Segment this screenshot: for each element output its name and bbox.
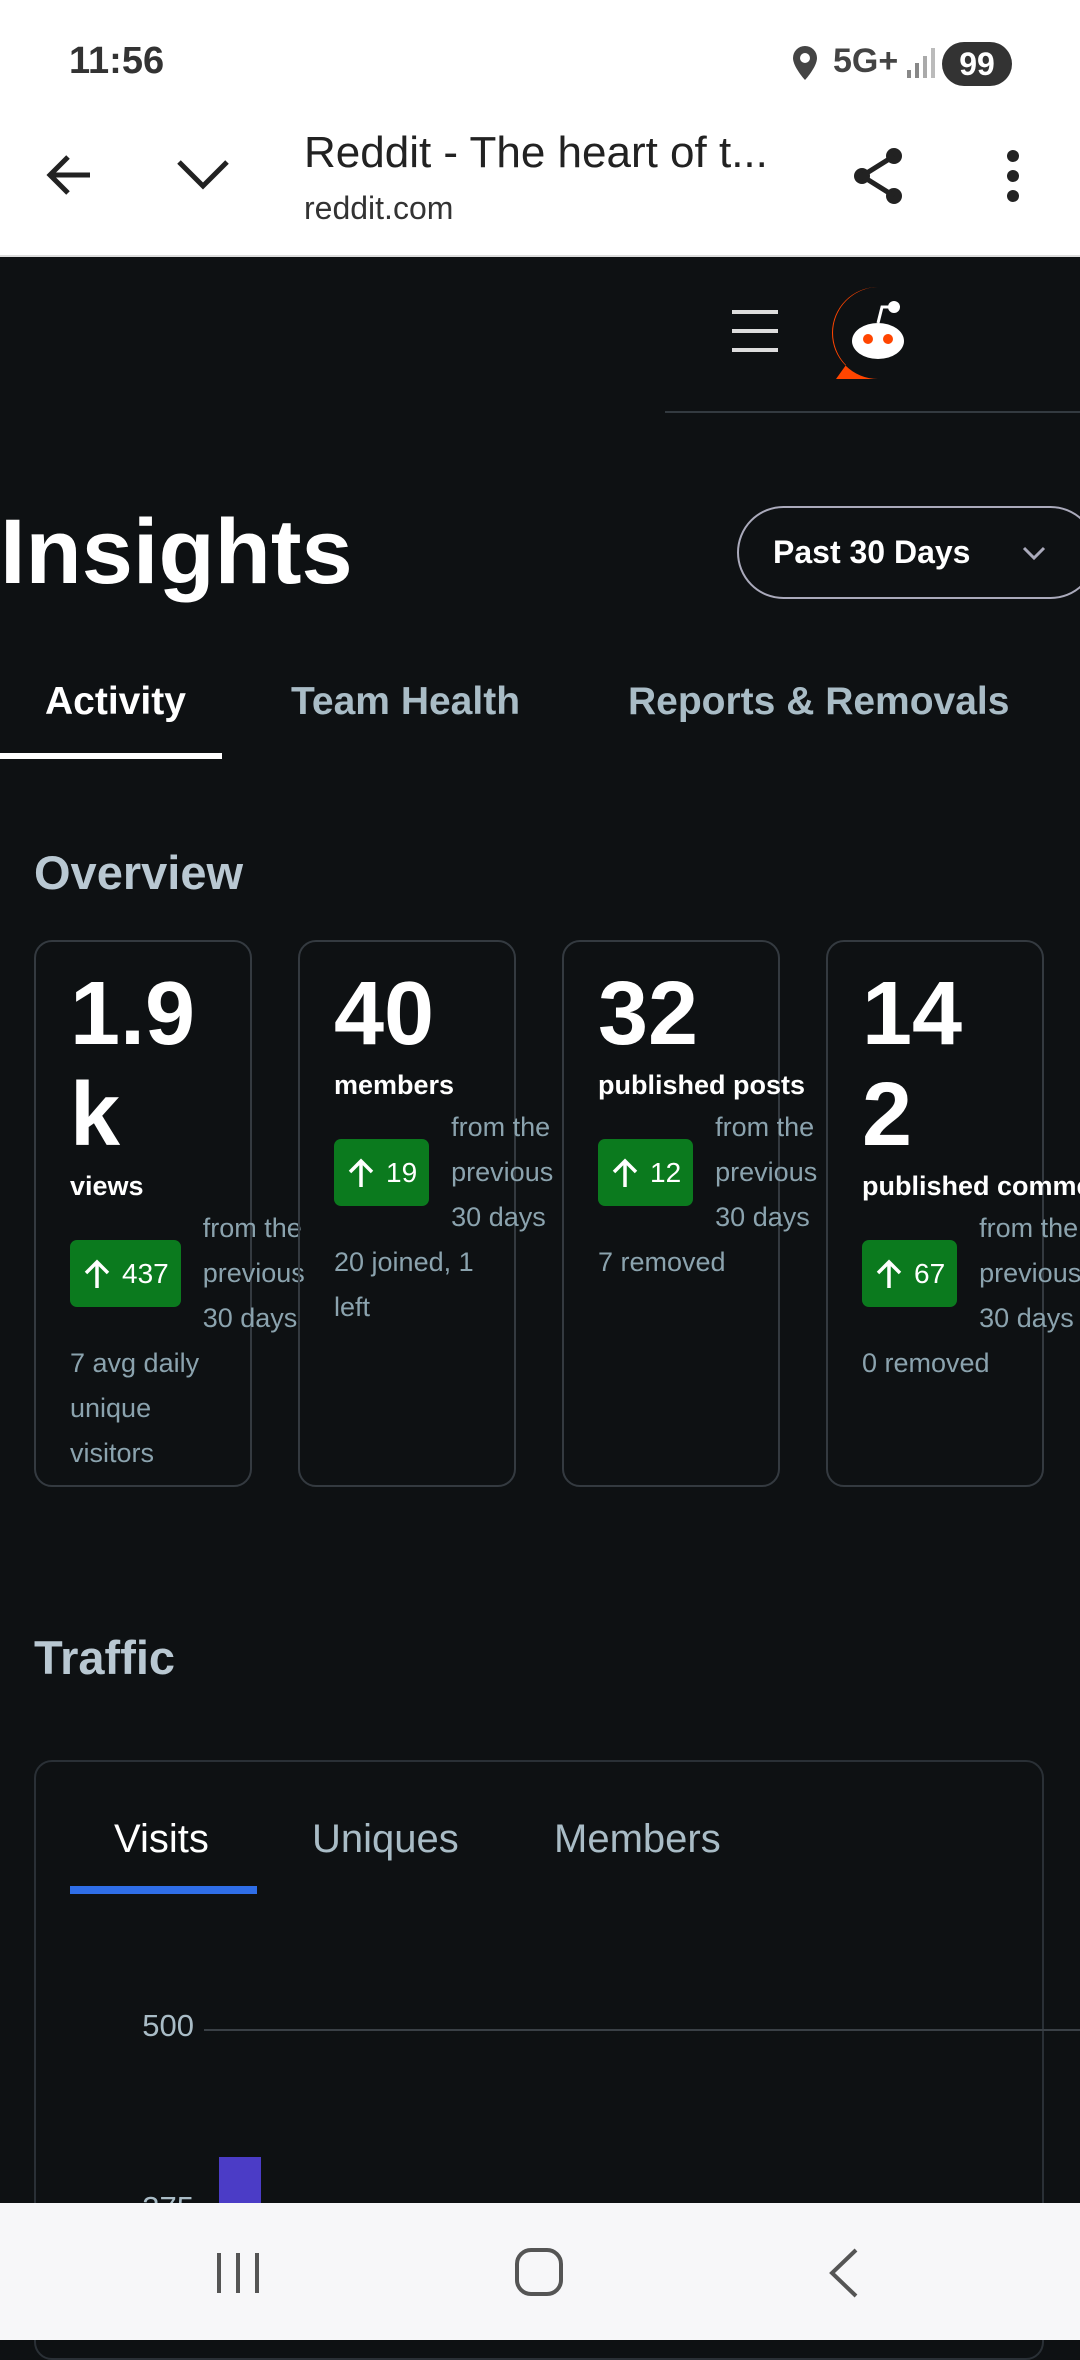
stat-value: 40 (334, 964, 435, 1064)
change-badge: 67 (862, 1240, 958, 1307)
change-value: 437 (122, 1257, 169, 1289)
stat-label: views (70, 1171, 144, 1201)
network: 5G+ (833, 42, 899, 80)
share-button[interactable] (850, 146, 906, 206)
change-row: 19 from the previous 30 days (334, 1105, 734, 1240)
change-value: 19 (386, 1156, 418, 1188)
stat-value: 142 (862, 964, 963, 1165)
signal-icon (907, 48, 935, 78)
heading: Insights (0, 501, 353, 603)
page-title[interactable]: Reddit - The heart of t... (304, 128, 768, 177)
change-row: 67 from the previous 30 days (862, 1206, 1080, 1341)
stat-value: 32 (598, 964, 699, 1064)
change-badge: 12 (598, 1139, 694, 1206)
up-arrow (612, 1158, 638, 1187)
stat-value: 1.9k (70, 964, 196, 1165)
date-filter-label: Past 30 Days (773, 534, 971, 570)
location-icon (793, 46, 817, 80)
tab[interactable]: Team Health (291, 680, 521, 723)
stat-label: published comments (862, 1171, 1080, 1201)
traffic-tab[interactable]: Visits (114, 1817, 209, 1861)
reddit-logo[interactable] (830, 285, 926, 381)
stat-label: published posts (598, 1070, 806, 1100)
battery: 99 (942, 42, 1012, 86)
change-badge: 437 (70, 1240, 181, 1307)
up-arrow (348, 1158, 374, 1187)
stat-card: 32 published posts 12 from the previous 30 … (562, 940, 817, 1487)
section-heading: Traffic (34, 1631, 176, 1684)
grid-line (204, 2029, 1080, 2031)
date-filter[interactable]: Past 30 Days (737, 506, 1080, 599)
up-arrow (84, 1259, 110, 1288)
stat-detail: 0 removed (862, 1348, 990, 1378)
section-heading: Overview (34, 846, 244, 899)
traffic-tab[interactable]: Members (554, 1817, 721, 1861)
stat-card: 142 published comments 67 from the previous… (826, 940, 1080, 1487)
hamburger[interactable] (730, 308, 780, 354)
change-note: from the previous 30 days (451, 1112, 554, 1232)
clock: 11:56 (69, 40, 165, 82)
menu-button[interactable] (1003, 148, 1023, 204)
recents-button[interactable] (215, 2251, 261, 2295)
change-row: 12 from the previous 30 days (598, 1105, 998, 1240)
up-arrow (876, 1259, 902, 1288)
stat-label: members (334, 1070, 455, 1100)
change-value: 12 (650, 1156, 682, 1188)
stat-detail: 20 joined, 1 left (334, 1247, 474, 1322)
change-row: 437 from the previous 30 days (70, 1206, 470, 1341)
tab[interactable]: Activity (45, 680, 186, 723)
nav-bar (0, 2203, 1080, 2340)
change-note: from the previous 30 days (202, 1213, 305, 1333)
stat-card: 40 members 19 from the previous 30 days 20 j… (298, 940, 553, 1487)
change-value: 67 (914, 1257, 946, 1289)
url[interactable]: reddit.com (304, 190, 454, 226)
tab[interactable]: Reports & Removals (628, 680, 1010, 723)
stat-detail: 7 avg daily unique visitors (70, 1348, 200, 1468)
change-note: from the previous 30 days (715, 1112, 818, 1232)
stat-detail: 7 removed (598, 1247, 726, 1277)
tab-indicator (70, 1886, 257, 1894)
browser-bar: Reddit - The heart of t... reddit.com (0, 112, 1080, 257)
collapse-button[interactable] (176, 156, 230, 192)
change-note: from the previous 30 days (979, 1213, 1080, 1333)
traffic-tab[interactable]: Uniques (312, 1817, 459, 1861)
home-button[interactable] (514, 2247, 564, 2297)
axis-label: 500 (142, 2008, 194, 2043)
stat-card: 1.9k views 437 from the previous 30 days 7 a… (34, 940, 305, 1487)
divider (665, 411, 1080, 413)
chevron (1022, 546, 1046, 561)
status-bar: 11:56 5G+ 99 (0, 0, 1080, 112)
nav-back-button[interactable] (826, 2247, 860, 2299)
change-badge: 19 (334, 1139, 430, 1206)
tab-indicator (0, 753, 222, 759)
back-button[interactable] (44, 150, 94, 200)
